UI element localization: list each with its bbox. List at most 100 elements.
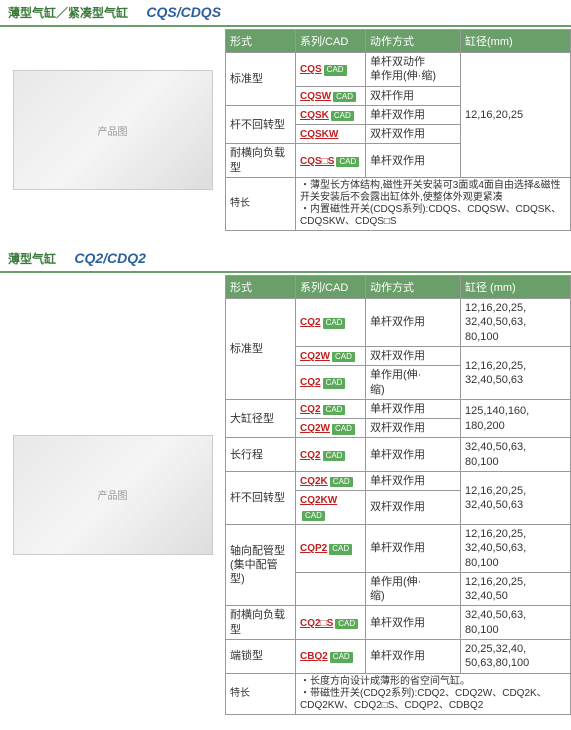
cell-action: 单作用(伸·缩) xyxy=(366,366,461,400)
th-action: 动作方式 xyxy=(366,276,461,299)
title-code: CQ2/CDQ2 xyxy=(74,250,146,266)
series-link[interactable]: CQ2W xyxy=(300,351,330,362)
th-type: 形式 xyxy=(226,30,296,53)
cell-type: 端锁型 xyxy=(226,640,296,674)
cell-type: 耐横向负载型 xyxy=(226,606,296,640)
series-link[interactable]: CQ2 xyxy=(300,404,321,415)
cell-series: CQSKW xyxy=(296,125,366,144)
cell-type: 长行程 xyxy=(226,438,296,472)
series-link[interactable]: CQSKW xyxy=(300,129,338,140)
cell-series: CQ2KW CAD xyxy=(296,491,366,525)
cad-badge[interactable]: CAD xyxy=(333,92,356,102)
cad-badge[interactable]: CAD xyxy=(332,424,355,434)
cad-badge[interactable]: CAD xyxy=(323,378,346,388)
cell-action: 单杆双作用 xyxy=(366,105,461,124)
cell-diameter: 12,16,20,25,32,40,50,63 xyxy=(461,346,571,399)
image-column: 产品图 xyxy=(0,29,225,231)
series-link[interactable]: CBQ2 xyxy=(300,651,328,662)
series-link[interactable]: CQ2W xyxy=(300,423,330,434)
cell-feature-content: ・薄型长方体结构,磁性开关安装可3面或4面自由选择&磁性开关安装后不会露出缸体外… xyxy=(296,178,571,231)
cell-action: 双杆双作用 xyxy=(366,125,461,144)
feature-bullet: ・薄型长方体结构,磁性开关安装可3面或4面自由选择&磁性开关安装后不会露出缸体外… xyxy=(300,180,566,204)
th-action: 动作方式 xyxy=(366,30,461,53)
table-row: 轴向配管型(集中配管型)CQP2CAD单杆双作用12,16,20,25,32,4… xyxy=(226,524,571,572)
table-row: 标准型CQSCAD单杆双动作单作用(伸·缩)12,16,20,25 xyxy=(226,53,571,87)
title-prefix: 薄型气缸 xyxy=(8,252,56,266)
cell-series xyxy=(296,572,366,606)
cell-diameter: 32,40,50,63,80,100 xyxy=(461,438,571,472)
cell-type: 耐横向负载型 xyxy=(226,144,296,178)
cell-diameter: 12,16,20,25,32,40,50,63,80,100 xyxy=(461,299,571,347)
section-body: 产品图 形式 系列/CAD 动作方式 缸径(mm) 标准型CQSCAD单杆双动作… xyxy=(0,29,571,231)
cell-feature-content: ・长度方向设计成薄形的省空间气缸。・带磁性开关(CDQ2系列):CDQ2、CDQ… xyxy=(296,673,571,714)
series-link[interactable]: CQ2K xyxy=(300,476,328,487)
cell-series: CBQ2CAD xyxy=(296,640,366,674)
series-link[interactable]: CQ2 xyxy=(300,317,321,328)
series-link[interactable]: CQS xyxy=(300,64,322,75)
cell-type: 杆不回转型 xyxy=(226,105,296,144)
image-column: 产品图 xyxy=(0,275,225,715)
table-column: 形式 系列/CAD 动作方式 缸径 (mm) 标准型CQ2CAD单杆双作用12,… xyxy=(225,275,571,715)
section-title: 薄型气缸 CQ2/CDQ2 xyxy=(0,246,571,271)
cell-series: CQ2WCAD xyxy=(296,346,366,365)
th-dia: 缸径(mm) xyxy=(461,30,571,53)
cad-badge[interactable]: CAD xyxy=(323,451,346,461)
cell-type: 杆不回转型 xyxy=(226,472,296,525)
series-link[interactable]: CQ2 xyxy=(300,450,321,461)
cell-series: CQS□SCAD xyxy=(296,144,366,178)
cell-diameter: 20,25,32,40,50,63,80,100 xyxy=(461,640,571,674)
cad-badge[interactable]: CAD xyxy=(335,619,358,629)
cell-action: 单作用(伸·缩) xyxy=(366,572,461,606)
series-link[interactable]: CQ2 xyxy=(300,377,321,388)
cell-type: 大缸径型 xyxy=(226,399,296,438)
cad-badge[interactable]: CAD xyxy=(330,652,353,662)
series-link[interactable]: CQS□S xyxy=(300,156,334,167)
divider xyxy=(0,25,571,27)
title-code: CQS/CDQS xyxy=(146,4,221,20)
cell-series: CQSWCAD xyxy=(296,86,366,105)
cell-feature-label: 特长 xyxy=(226,178,296,231)
cell-diameter: 32,40,50,63,80,100 xyxy=(461,606,571,640)
cell-series: CQ2CAD xyxy=(296,399,366,418)
cad-badge[interactable]: CAD xyxy=(329,544,352,554)
th-type: 形式 xyxy=(226,276,296,299)
feature-row: 特长・长度方向设计成薄形的省空间气缸。・带磁性开关(CDQ2系列):CDQ2、C… xyxy=(226,673,571,714)
cad-badge[interactable]: CAD xyxy=(302,511,325,521)
series-link[interactable]: CQSK xyxy=(300,110,329,121)
th-dia: 缸径 (mm) xyxy=(461,276,571,299)
cell-series: CQ2□SCAD xyxy=(296,606,366,640)
cell-diameter: 12,16,20,25,32,40,50 xyxy=(461,572,571,606)
table-column: 形式 系列/CAD 动作方式 缸径(mm) 标准型CQSCAD单杆双动作单作用(… xyxy=(225,29,571,231)
cell-series: CQ2KCAD xyxy=(296,472,366,491)
section-cqs: 薄型气缸／紧凑型气缸 CQS/CDQS 产品图 形式 系列/CAD 动作方式 缸… xyxy=(0,0,571,231)
cell-diameter: 12,16,20,25 xyxy=(461,53,571,178)
feature-row: 特长・薄型长方体结构,磁性开关安装可3面或4面自由选择&磁性开关安装后不会露出缸… xyxy=(226,178,571,231)
feature-bullet: ・带磁性开关(CDQ2系列):CDQ2、CDQ2W、CDQ2K、CDQ2KW、C… xyxy=(300,688,566,712)
feature-bullet: ・内置磁性开关(CDQS系列):CDQS、CDQSW、CDQSK、CDQSKW、… xyxy=(300,204,566,228)
spec-table-2: 形式 系列/CAD 动作方式 缸径 (mm) 标准型CQ2CAD单杆双作用12,… xyxy=(225,275,571,715)
cell-action: 单杆双作用 xyxy=(366,144,461,178)
table-row: 大缸径型CQ2CAD单杆双作用125,140,160,180,200 xyxy=(226,399,571,418)
cell-series: CQ2CAD xyxy=(296,366,366,400)
cell-series: CQSKCAD xyxy=(296,105,366,124)
series-link[interactable]: CQ2□S xyxy=(300,618,333,629)
cell-series: CQP2CAD xyxy=(296,524,366,572)
cad-badge[interactable]: CAD xyxy=(324,65,347,75)
series-link[interactable]: CQP2 xyxy=(300,543,327,554)
cad-badge[interactable]: CAD xyxy=(330,477,353,487)
cad-badge[interactable]: CAD xyxy=(336,157,359,167)
table-row: 标准型CQ2CAD单杆双作用12,16,20,25,32,40,50,63,80… xyxy=(226,299,571,347)
cad-badge[interactable]: CAD xyxy=(331,111,354,121)
cell-series: CQ2WCAD xyxy=(296,419,366,438)
cad-badge[interactable]: CAD xyxy=(332,352,355,362)
cad-badge[interactable]: CAD xyxy=(323,405,346,415)
cell-series: CQ2CAD xyxy=(296,299,366,347)
cell-diameter: 12,16,20,25,32,40,50,63,80,100 xyxy=(461,524,571,572)
cad-badge[interactable]: CAD xyxy=(323,318,346,328)
table-row: 杆不回转型CQ2KCAD单杆双作用12,16,20,25,32,40,50,63 xyxy=(226,472,571,491)
spec-table-1: 形式 系列/CAD 动作方式 缸径(mm) 标准型CQSCAD单杆双动作单作用(… xyxy=(225,29,571,231)
series-link[interactable]: CQ2KW xyxy=(300,495,337,506)
table-row: 长行程CQ2CAD单杆双作用32,40,50,63,80,100 xyxy=(226,438,571,472)
cell-feature-label: 特长 xyxy=(226,673,296,714)
series-link[interactable]: CQSW xyxy=(300,91,331,102)
